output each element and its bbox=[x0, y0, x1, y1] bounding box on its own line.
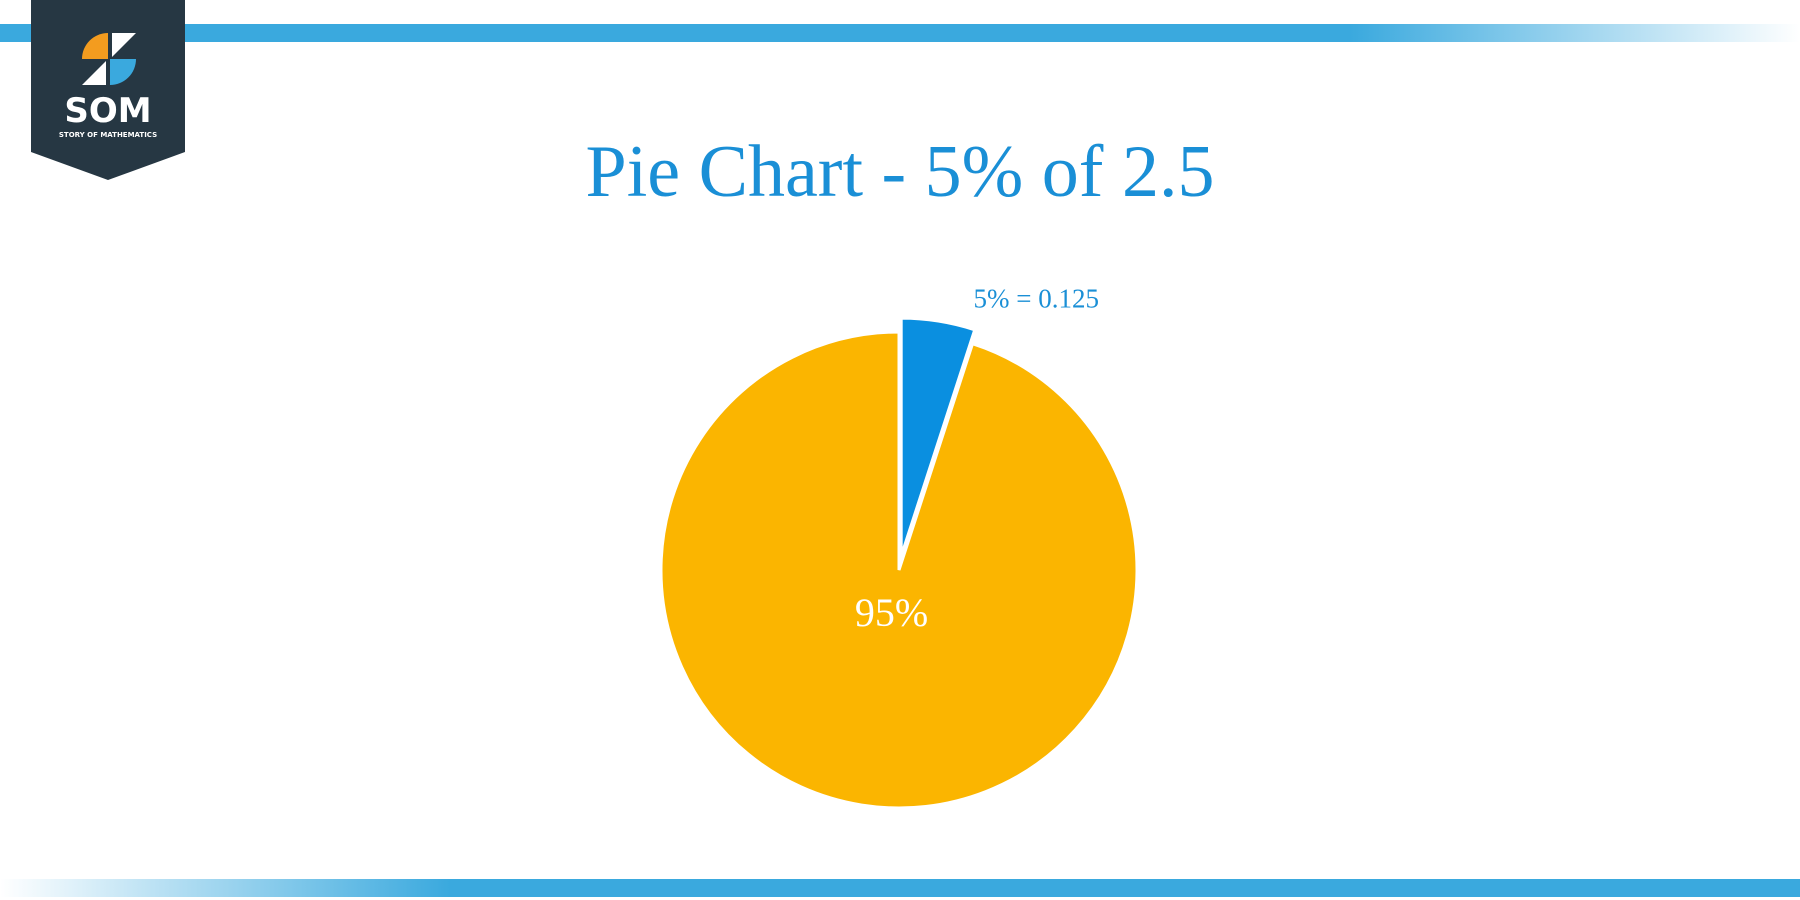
pie-slice bbox=[659, 330, 1139, 810]
logo-subtitle: STORY OF MATHEMATICS bbox=[59, 131, 157, 139]
logo-title: SOM bbox=[64, 91, 151, 131]
logo-icon bbox=[82, 33, 108, 59]
logo-badge bbox=[31, 0, 185, 180]
logo: SOM STORY OF MATHEMATICS bbox=[31, 0, 185, 180]
pie-slice bbox=[899, 316, 977, 557]
data-label: 5% = 0.125 bbox=[974, 284, 1099, 314]
top-bar bbox=[0, 24, 1800, 42]
logo-icon bbox=[82, 33, 136, 85]
data-label: 95% bbox=[855, 590, 928, 635]
logo-icon bbox=[110, 59, 136, 85]
bottom-bar bbox=[0, 879, 1800, 897]
chart-title: Pie Chart - 5% of 2.5 bbox=[586, 131, 1215, 213]
